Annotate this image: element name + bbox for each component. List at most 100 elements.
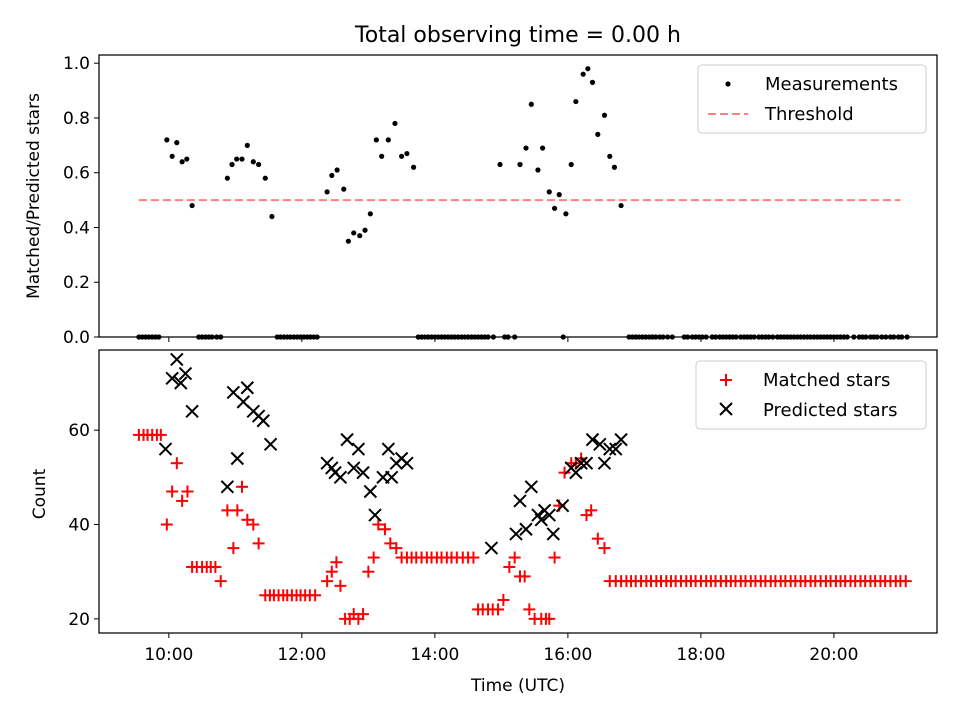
matched-star-point: [334, 579, 347, 592]
predicted-star-point: [542, 508, 556, 522]
measurement-point: [568, 161, 574, 168]
count-x-ticks: 10:00 12:00 14:00 16:00 18:00 20:00: [144, 633, 858, 665]
count-legend: Matched stars Predicted stars: [695, 360, 927, 430]
measurement-point: [618, 202, 624, 209]
predicted-star-point: [569, 465, 583, 480]
measurement-point: [607, 153, 613, 159]
ratio-y-tick-label: 1.0: [63, 54, 90, 74]
measurement-point: [601, 112, 608, 118]
x-tick-label: 12:00: [277, 645, 326, 665]
measurement-point: [523, 145, 529, 151]
matched-star-point: [558, 466, 571, 479]
measurement-point: [580, 71, 586, 77]
legend-predicted-marker: [719, 402, 733, 416]
predicted-star-point: [585, 432, 600, 447]
matched-star-point: [585, 504, 598, 517]
predicted-star-point: [534, 513, 548, 527]
measurement-point: [399, 153, 405, 159]
matched-star-point: [372, 518, 385, 531]
predicted-star-point: [381, 442, 396, 456]
matched-star-point: [231, 504, 244, 517]
count-y-axis-label: Count: [30, 468, 50, 519]
matched-star-point: [166, 485, 179, 498]
x-tick-label: 16:00: [543, 645, 592, 665]
matched-star-point: [160, 518, 173, 531]
legend-measurements-label: Measurements: [765, 74, 898, 95]
ratio-panel: 0.0 0.2 0.4 0.6 0.8 1.0 Matched/Predicted sta…: [24, 54, 938, 348]
measurement-point: [324, 189, 330, 195]
predicted-star-point: [614, 432, 628, 447]
matched-star-point: [154, 428, 167, 441]
predicted-star-point: [368, 508, 382, 522]
measurement-point: [229, 161, 235, 168]
measurement-point: [164, 137, 170, 143]
ratio-y-tick-label: 0.8: [63, 109, 90, 129]
x-tick-label: 18:00: [676, 645, 725, 665]
matched-star-point: [467, 551, 480, 564]
measurement-point: [351, 230, 357, 236]
ratio-x-ticks: [168, 337, 835, 342]
chart-title: Total observing time = 0.00 h: [354, 23, 681, 48]
x-axis-label: Time (UTC): [470, 676, 565, 696]
measurement-point: [611, 164, 618, 170]
legend-measurements-marker: [725, 81, 731, 87]
predicted-star-point: [524, 480, 539, 494]
measurement-point: [573, 98, 579, 105]
matched-star-point: [330, 556, 343, 569]
count-y-tick-label: 60: [68, 421, 90, 441]
predicted-star-point: [513, 494, 527, 508]
legend-predicted-label: Predicted stars: [763, 400, 897, 421]
measurement-point: [528, 101, 534, 107]
measurement-point: [189, 202, 195, 209]
measurement-point: [404, 150, 410, 157]
measurement-point: [184, 156, 190, 162]
predicted-star-point: [174, 376, 188, 390]
ratio-axes-frame: [98, 54, 938, 338]
measurement-point: [357, 233, 363, 239]
count-y-tick-label: 20: [68, 610, 90, 630]
matched-star-point: [362, 565, 375, 578]
measurement-point: [540, 145, 546, 151]
predicted-star-point: [240, 381, 255, 395]
matched-star-point: [899, 575, 912, 588]
predicted-star-point: [555, 498, 570, 513]
matched-star-point: [523, 603, 536, 616]
matched-star-point: [390, 542, 403, 555]
count-y-ticks: 20 40 60: [68, 421, 99, 630]
predicted-star-point: [400, 456, 414, 470]
matched-star-point: [548, 551, 561, 564]
matched-star-point: [543, 612, 556, 625]
measurement-point: [379, 153, 385, 159]
predicted-star-point: [603, 442, 617, 456]
predicted-star-point: [384, 470, 399, 485]
matched-star-point: [309, 589, 322, 602]
predicted-star-point: [519, 522, 533, 536]
count-panel: 20 40 60 10:00 12:00 14:00 16:00 18:00 20:00 Co…: [30, 349, 938, 696]
measurement-point: [556, 192, 562, 198]
matched-star-point: [598, 542, 611, 555]
predicted-star-point: [256, 414, 270, 428]
predicted-star-point: [333, 470, 348, 485]
measurement-point: [179, 159, 185, 165]
matched-star-point: [591, 532, 604, 545]
predicted-star-point: [597, 456, 612, 470]
measurement-point: [535, 167, 541, 173]
count-y-tick-label: 40: [68, 516, 90, 536]
legend-threshold-label: Threshold: [764, 104, 854, 125]
matched-star-point: [170, 457, 183, 470]
predicted-star-point: [509, 527, 523, 541]
predicted-star-point: [546, 527, 560, 541]
predicted-star-point: [593, 437, 607, 452]
predicted-star-point: [363, 484, 378, 499]
measurement-point: [174, 140, 180, 146]
legend-matched-marker: [720, 374, 732, 386]
measurement-point: [250, 159, 256, 165]
measurement-point: [345, 238, 351, 244]
measurement-point: [517, 161, 523, 168]
measurement-point: [589, 79, 596, 85]
matched-star-point: [235, 480, 248, 493]
measurement-point: [367, 211, 373, 217]
measurement-point: [546, 189, 552, 195]
ratio-y-tick-label: 0.4: [63, 218, 90, 238]
